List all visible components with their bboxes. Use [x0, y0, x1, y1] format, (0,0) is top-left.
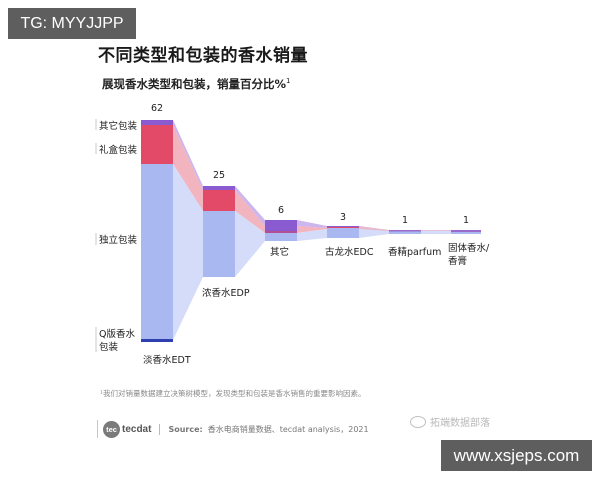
flow-standalone-edt-edp — [173, 164, 203, 340]
legend-q-version-line1: Q版香水 — [99, 328, 135, 340]
separator — [159, 423, 161, 435]
chart-title: 不同类型和包装的香水销量 — [98, 46, 308, 66]
bar-edp-other-packaging — [203, 186, 235, 190]
bar-edt-standalone — [141, 164, 173, 339]
type-label-other: 其它 — [270, 246, 289, 258]
type-label-edt: 淡香水EDT — [143, 354, 191, 366]
logo-text: tecdat — [122, 423, 152, 435]
flow-gift-edp-oth — [235, 190, 265, 233]
value-edp: 25 — [213, 170, 225, 181]
source-row: tec tecdat Source: 香水电商销量数据、tecdat analy… — [97, 419, 369, 439]
type-label-parfum: 香精parfum — [388, 246, 441, 258]
bar-edc-standalone — [327, 228, 359, 238]
chart-subtitle: 展现香水类型和包装，销量百分比%1 — [102, 77, 291, 91]
flow-edc-parfum-top — [359, 226, 389, 231]
bar-other-gift-box — [265, 231, 297, 233]
source-text: 香水电商销量数据、tecdat analysis，2021 — [207, 424, 369, 434]
watermark-bottom-right: www.xsjeps.com — [441, 440, 592, 471]
bar-edp-gift-box — [203, 190, 235, 211]
value-solid: 1 — [463, 215, 469, 226]
value-edc: 3 — [340, 212, 346, 223]
bar-edc-other-packaging — [327, 226, 359, 227]
footnote: ¹我们对销量数据建立决策树模型，发现类型和包装是香水销售的重要影响因素。 — [100, 389, 366, 398]
wechat-watermark: 拓端数据部落 — [410, 414, 490, 429]
logo-circle-icon: tec — [103, 420, 120, 438]
bar-other-other-packaging — [265, 220, 297, 233]
bar-edc-gift-box — [327, 227, 359, 228]
bar-edt-other-packaging — [141, 120, 173, 125]
type-label-edc: 古龙水EDC — [325, 246, 374, 258]
wechat-icon — [410, 415, 426, 428]
type-label-edp: 浓香水EDP — [202, 287, 250, 299]
tecdat-logo: tec tecdat — [103, 420, 152, 438]
value-parfum: 1 — [402, 215, 408, 226]
legend-gift-box: 礼盒包装 — [99, 144, 138, 156]
source-label: Source: — [168, 424, 203, 434]
bar-solid-other-packaging — [451, 230, 481, 232]
footnote-mark: 1 — [286, 77, 291, 86]
flow-gift-edt-edp — [173, 125, 203, 211]
bar-parfum-standalone — [389, 231, 421, 234]
flow-parfum-solid-top — [421, 230, 451, 231]
type-label-solid-line1: 固体香水/ — [448, 242, 490, 254]
bar-edt-gift-box — [141, 125, 173, 164]
type-label-solid-line2: 香膏 — [448, 255, 467, 267]
flow-other-oth-edc — [297, 220, 327, 228]
value-other: 6 — [278, 205, 284, 216]
bar-parfum-other-packaging — [389, 230, 421, 232]
legend-q-version-line2: 包装 — [99, 341, 119, 353]
bar-other-standalone — [265, 233, 297, 241]
bar-edp-standalone — [203, 211, 235, 277]
legend-standalone: 独立包装 — [99, 234, 138, 246]
value-edt: 62 — [151, 103, 163, 114]
legend-other-packaging: 其它包装 — [99, 120, 138, 132]
watermark-top-left: TG: MYYJJPP — [8, 8, 136, 39]
flow-gift-oth-edc — [297, 226, 327, 233]
bar-solid-standalone — [451, 232, 481, 234]
divider-line — [97, 420, 98, 438]
wechat-account: 拓端数据部落 — [430, 418, 490, 429]
flow-standalone-oth-edc — [297, 229, 327, 241]
flow-other-edt-edp — [173, 120, 203, 190]
flow-standalone-edp-oth — [235, 211, 265, 277]
flow-other-edp-oth — [235, 186, 265, 226]
bar-edt-q-version — [141, 339, 173, 342]
